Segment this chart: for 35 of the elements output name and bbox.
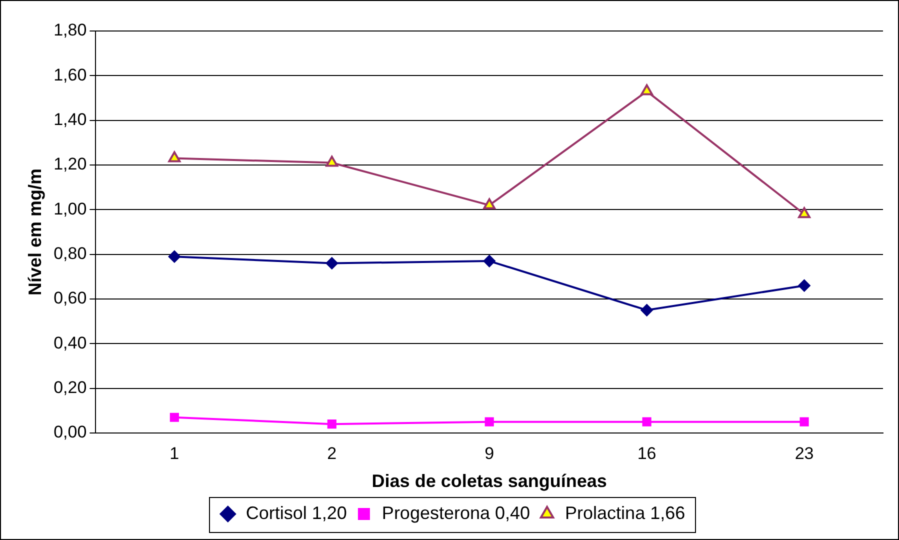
x-tick-label: 2 [327,444,337,463]
y-tick-label: 0,40 [54,333,87,352]
y-tick-label: 1,80 [54,20,87,40]
x-tick-label: 16 [637,444,656,463]
y-axis-title: Nível em mg/m [24,168,45,296]
x-axis-title: Dias de coletas sanguíneas [372,471,607,492]
point [640,304,653,316]
point [798,280,810,292]
y-tick-label: 1,20 [54,154,87,174]
point [170,412,179,422]
legend-label: Prolactina 1,66 [565,502,686,523]
point [168,151,181,162]
x-tick-label: 9 [484,444,494,463]
point [640,84,653,96]
point [483,255,496,268]
y-tick-label: 1,40 [54,110,87,130]
legend-label: Progesterona 0,40 [382,502,530,523]
x-tick-label: 23 [794,444,814,463]
legend-label: Cortisol 1,20 [246,502,347,523]
y-tick-label: 0,00 [54,422,87,442]
point [642,417,652,426]
y-tick-label: 0,80 [54,244,87,264]
point [484,417,494,426]
point [483,198,496,210]
y-tick-label: 0,20 [54,378,87,398]
y-tick-label: 1,60 [54,65,87,84]
point [327,420,336,429]
point [326,156,338,167]
point [168,250,180,263]
point [326,257,338,270]
point [800,417,809,426]
y-tick-label: 1,00 [54,199,87,218]
x-tick-label: 1 [170,444,180,463]
y-tick-label: 0,60 [54,288,87,308]
point [798,207,810,218]
